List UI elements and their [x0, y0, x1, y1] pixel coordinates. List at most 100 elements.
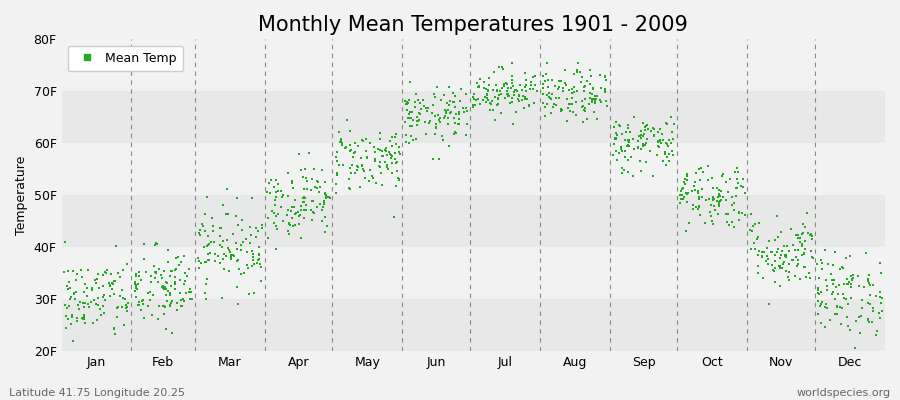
- Point: [635, 120, 650, 126]
- Point: [229, 240, 243, 246]
- Point: [143, 279, 157, 285]
- Point: [72, 305, 86, 312]
- Point: [585, 99, 599, 106]
- Point: [566, 109, 580, 116]
- Point: [608, 119, 623, 126]
- Point: [436, 133, 450, 139]
- Point: [111, 303, 125, 310]
- Point: [242, 290, 256, 297]
- Point: [518, 94, 532, 100]
- Point: [222, 247, 237, 254]
- Point: [818, 247, 832, 254]
- Point: [549, 102, 563, 108]
- Point: [167, 274, 182, 281]
- Point: [713, 192, 727, 199]
- Point: [676, 185, 690, 191]
- Point: [503, 100, 517, 106]
- Point: [825, 276, 840, 283]
- Point: [874, 300, 888, 306]
- Point: [769, 258, 783, 264]
- Point: [851, 282, 866, 289]
- Point: [854, 313, 868, 320]
- Point: [701, 196, 716, 202]
- Point: [243, 240, 257, 246]
- Point: [375, 182, 390, 188]
- Point: [652, 138, 667, 144]
- Point: [212, 242, 227, 248]
- Point: [524, 79, 538, 86]
- Point: [846, 272, 860, 278]
- Point: [66, 268, 80, 274]
- Point: [158, 284, 173, 290]
- Point: [472, 83, 486, 89]
- Point: [752, 220, 766, 226]
- Point: [224, 254, 238, 260]
- Point: [332, 139, 347, 145]
- Point: [621, 138, 635, 144]
- Point: [500, 93, 515, 99]
- Point: [402, 123, 417, 130]
- Point: [178, 278, 193, 284]
- Point: [292, 220, 306, 227]
- Point: [575, 98, 590, 104]
- Point: [426, 102, 440, 108]
- Point: [293, 167, 308, 173]
- Point: [638, 142, 652, 148]
- Point: [769, 265, 783, 272]
- Point: [199, 281, 213, 287]
- Point: [803, 232, 817, 238]
- Point: [247, 290, 261, 296]
- Point: [344, 170, 358, 176]
- Point: [436, 92, 451, 99]
- Point: [779, 243, 794, 250]
- Point: [281, 170, 295, 176]
- Point: [594, 85, 608, 91]
- Point: [795, 242, 809, 249]
- Point: [374, 170, 388, 176]
- Point: [328, 154, 343, 160]
- Point: [156, 283, 170, 290]
- Point: [388, 156, 402, 162]
- Point: [398, 119, 412, 126]
- Point: [262, 180, 276, 187]
- Point: [469, 97, 483, 103]
- Point: [271, 180, 285, 187]
- Point: [803, 275, 817, 281]
- Point: [356, 138, 370, 144]
- Point: [90, 276, 104, 282]
- Point: [230, 222, 245, 228]
- Point: [368, 149, 382, 156]
- Title: Monthly Mean Temperatures 1901 - 2009: Monthly Mean Temperatures 1901 - 2009: [258, 15, 688, 35]
- Point: [246, 257, 260, 264]
- Point: [76, 300, 90, 306]
- Point: [443, 98, 457, 104]
- Point: [865, 308, 879, 314]
- Point: [755, 253, 770, 260]
- Point: [411, 110, 426, 116]
- Point: [171, 254, 185, 260]
- Point: [508, 87, 522, 94]
- Point: [76, 304, 91, 310]
- Point: [412, 117, 427, 124]
- Point: [348, 149, 363, 155]
- Point: [198, 259, 212, 266]
- Point: [518, 82, 533, 89]
- Point: [216, 255, 230, 262]
- Point: [337, 162, 351, 168]
- Point: [132, 302, 147, 308]
- Point: [868, 292, 883, 299]
- Point: [120, 308, 134, 314]
- Point: [367, 156, 382, 162]
- Point: [541, 93, 555, 100]
- Point: [358, 148, 373, 154]
- Point: [829, 304, 843, 311]
- Point: [511, 92, 526, 99]
- Point: [231, 256, 246, 263]
- Point: [540, 92, 554, 98]
- Point: [335, 140, 349, 146]
- Point: [332, 129, 347, 135]
- Point: [404, 115, 419, 122]
- Point: [571, 60, 585, 66]
- Point: [493, 110, 508, 116]
- Point: [771, 263, 786, 269]
